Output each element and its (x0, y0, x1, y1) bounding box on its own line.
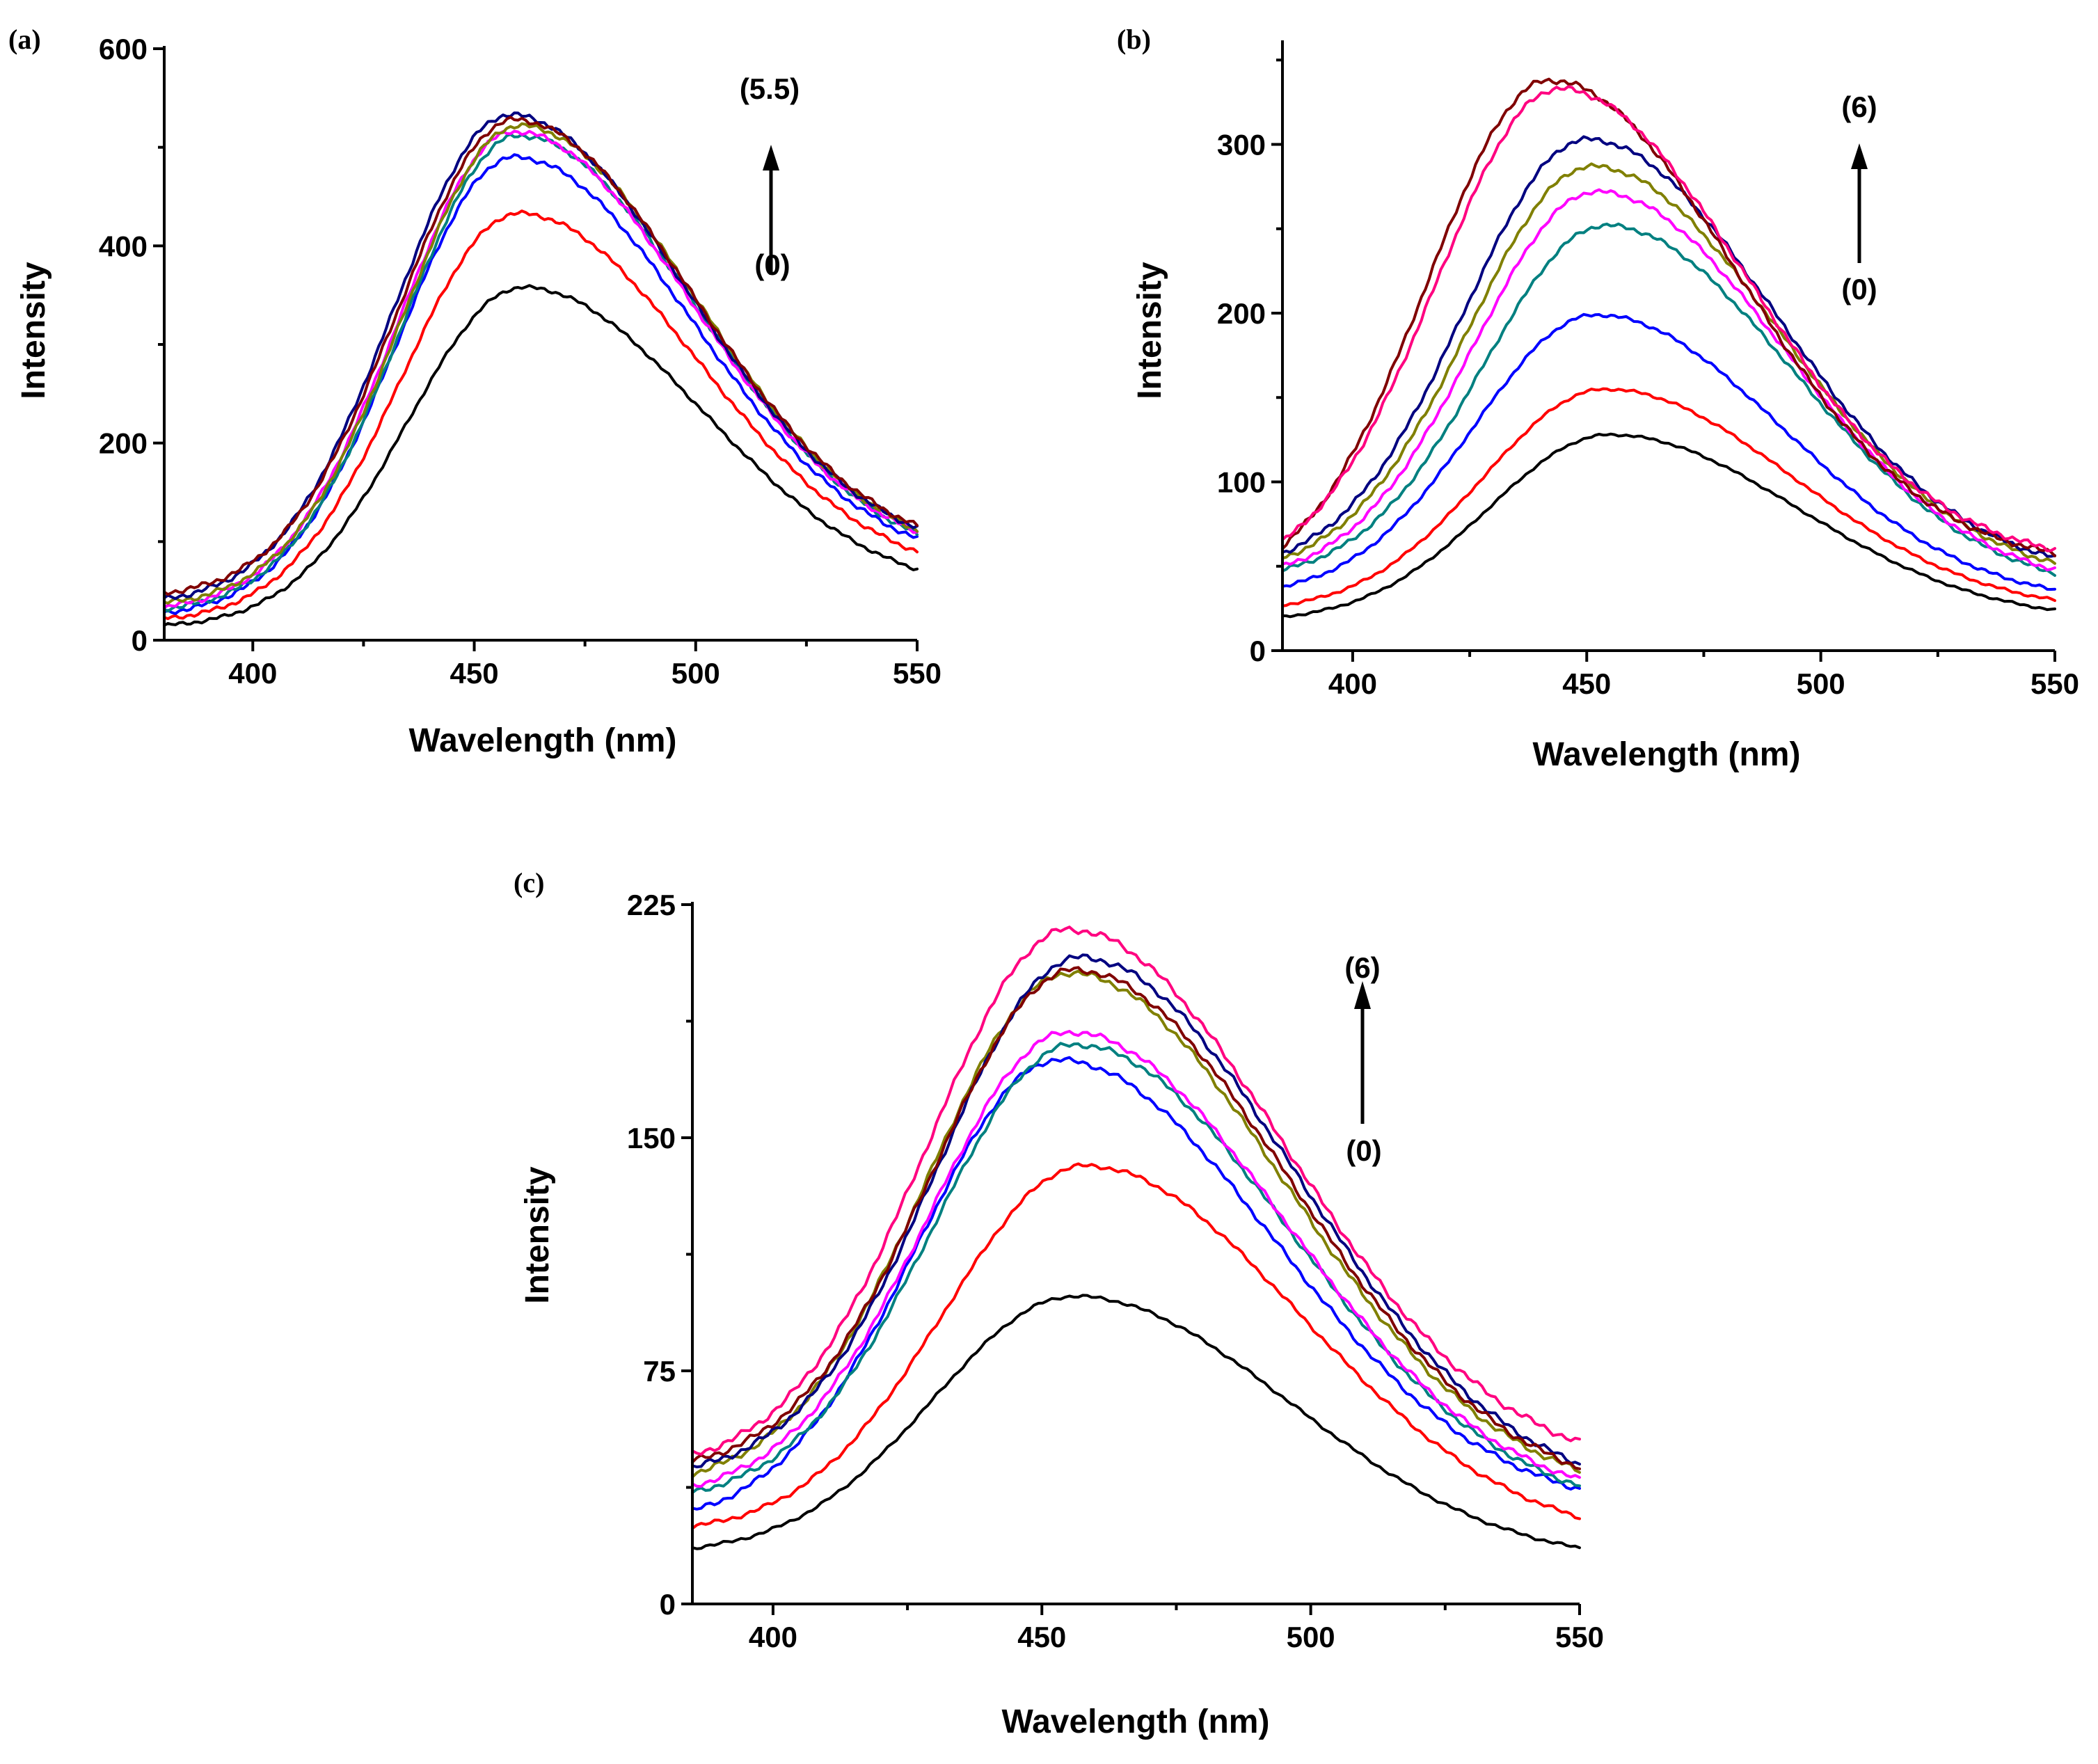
panel-a-annotation-top: (5.5) (740, 72, 800, 105)
panel-a-x-axis-title: Wavelength (nm) (409, 722, 677, 759)
panel-a-y-tick-label: 200 (99, 427, 148, 460)
panel-c-series-line (691, 966, 1581, 1470)
panel-a-y-tick-label: 600 (99, 33, 148, 65)
panel-b-series-line (1281, 135, 2056, 558)
panel-a-label: (a) (8, 24, 41, 55)
panel-c-arrow-head (1354, 981, 1371, 1009)
panel-b-annotation-bottom: (0) (1841, 273, 1877, 305)
panel-c-annotation-bottom: (0) (1346, 1134, 1381, 1167)
panel-c-annotation-top: (6) (1344, 951, 1380, 984)
panel-a-series-line (163, 153, 919, 615)
panel-b-label: (b) (1117, 24, 1151, 55)
panel-b-y-axis-title: Intensity (1131, 262, 1168, 399)
panel-b-series-line (1281, 312, 2056, 591)
panel-a-series-line (163, 209, 919, 621)
panel-b-x-tick-label: 400 (1328, 667, 1377, 700)
panel-c-x-tick-label: 400 (749, 1621, 797, 1653)
panel-c-series-line (691, 925, 1581, 1456)
panel-c-series-line (691, 1042, 1581, 1495)
panel-c-series-line (691, 1030, 1581, 1488)
panel-a-series-line (163, 122, 919, 605)
panel-b-series-line (1281, 85, 2056, 553)
panel-c: (c) 400 450 500 550 0 75 150 225 Wavelength (nm… (514, 867, 1604, 1740)
panel-c-label: (c) (514, 867, 544, 898)
panel-b-x-tick-label: 500 (1797, 667, 1845, 700)
panel-b-series-line (1281, 222, 2056, 577)
panel-b: (b) 400 450 500 550 0 100 200 300 Wavelength (n… (1117, 24, 2079, 773)
panel-c-y-axis-title: Intensity (519, 1166, 556, 1304)
panel-b-series-line (1281, 77, 2056, 557)
panel-c-series-line (691, 953, 1581, 1469)
panel-b-x-axis-title: Wavelength (nm) (1533, 736, 1801, 773)
panel-c-y-tick-label: 225 (627, 889, 676, 921)
panel-a-series-line (163, 129, 919, 610)
panel-a-series-line (163, 284, 919, 627)
panel-b-series-line (1281, 387, 2056, 607)
panel-b-x-tick-label: 550 (2031, 667, 2079, 700)
panel-c-series-line (691, 969, 1581, 1479)
panel-c-x-axis-title: Wavelength (nm) (1002, 1703, 1270, 1740)
panel-c-x-tick-label: 500 (1287, 1621, 1335, 1653)
panel-b-y-tick-label: 300 (1217, 129, 1266, 161)
panel-c-x-tick-label: 550 (1555, 1621, 1604, 1653)
panel-c-y-tick-label: 75 (643, 1355, 676, 1388)
panel-a-series-line (163, 111, 919, 601)
panel-c-y-tick-label: 0 (660, 1588, 676, 1621)
panel-b-y-tick-label: 100 (1217, 466, 1266, 499)
panel-a-series-line (163, 116, 919, 596)
panel-a-y-tick-label: 400 (99, 230, 148, 262)
panel-b-x-tick-label: 450 (1562, 667, 1611, 700)
panel-a-arrow-head (763, 145, 779, 170)
panel-c-x-tick-label: 450 (1017, 1621, 1066, 1653)
panel-a-y-axis-title: Intensity (15, 262, 52, 399)
panel-a: (a) 400 450 500 550 0 200 400 600 Wavelength (n… (8, 24, 941, 759)
panel-b-series-line (1281, 432, 2056, 619)
panel-a-x-tick-label: 450 (450, 657, 498, 690)
panel-b-y-tick-label: 200 (1217, 297, 1266, 330)
panel-b-y-tick-label: 0 (1250, 635, 1266, 667)
panel-c-series-line (691, 1056, 1581, 1511)
panel-b-annotation-top: (6) (1841, 90, 1877, 123)
panel-c-series-line (691, 1294, 1581, 1550)
panel-a-y-tick-label: 0 (132, 624, 148, 657)
panel-a-annotation-bottom: (0) (754, 248, 790, 281)
panel-c-y-tick-label: 150 (627, 1122, 676, 1154)
panel-c-series-line (691, 1162, 1581, 1530)
panel-b-series-line (1281, 162, 2056, 565)
panel-a-x-tick-label: 500 (671, 657, 720, 690)
panel-a-x-tick-label: 400 (228, 657, 277, 690)
panel-a-x-tick-label: 550 (893, 657, 941, 690)
panel-b-arrow-head (1851, 143, 1868, 169)
